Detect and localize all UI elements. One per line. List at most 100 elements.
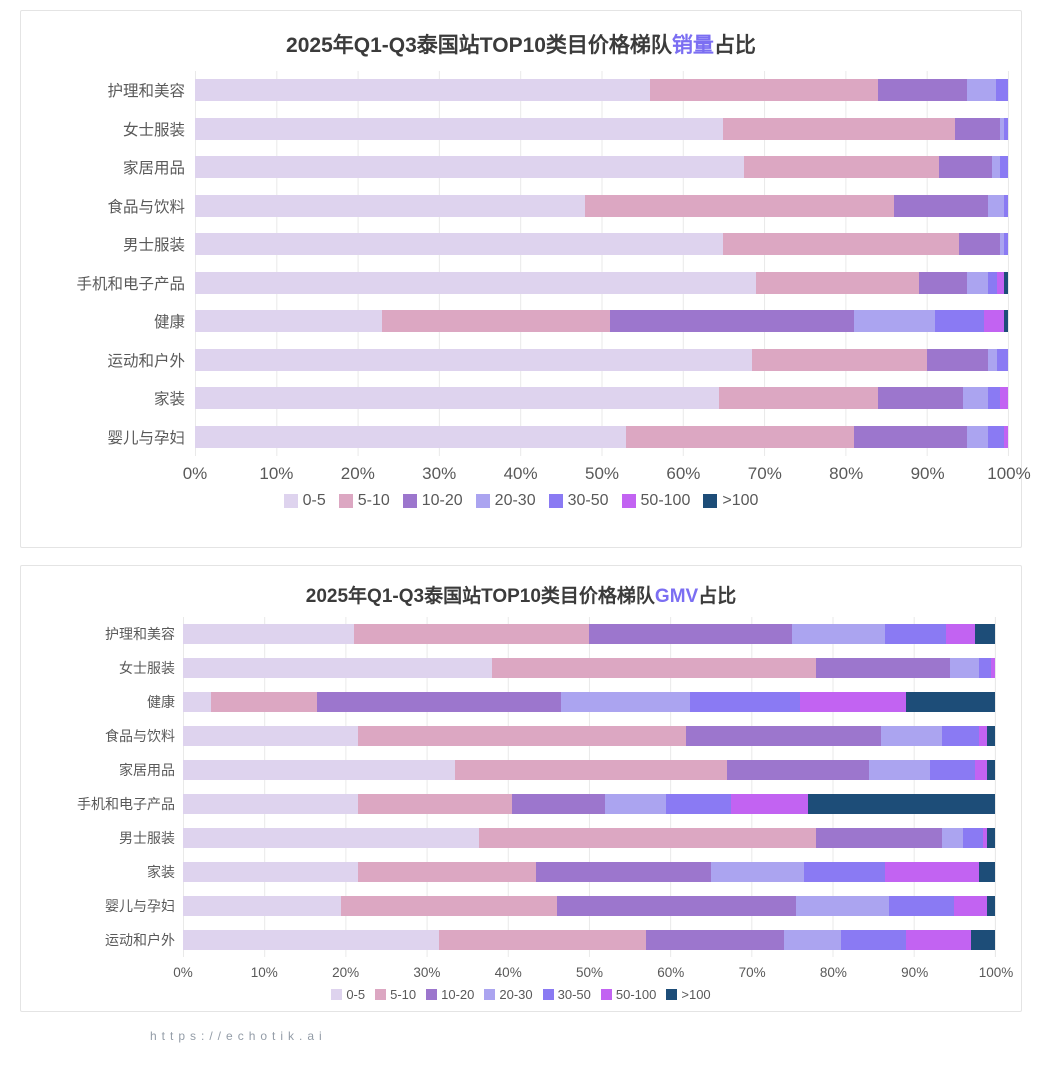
legend-swatch bbox=[542, 989, 554, 1000]
legend-label: 30-50 bbox=[567, 492, 609, 509]
bar-segment-0-5 bbox=[195, 271, 756, 294]
bar-segment->100 bbox=[1003, 310, 1008, 333]
legend-swatch bbox=[331, 989, 343, 1000]
bar-row bbox=[195, 379, 1008, 418]
bars-plot bbox=[183, 617, 996, 957]
bar-row bbox=[183, 617, 995, 651]
category-label: 健康 bbox=[153, 314, 185, 332]
x-tick-label: 50% bbox=[584, 464, 620, 483]
legend-swatch bbox=[475, 494, 490, 508]
bar-segment-30-50 bbox=[690, 692, 801, 712]
category-label: 食品与饮料 bbox=[107, 198, 185, 216]
bar-segment-20-30 bbox=[987, 348, 998, 371]
bar-segment-30-50 bbox=[987, 425, 1004, 448]
bar-segment->100 bbox=[978, 862, 995, 882]
bar-segment-30-50 bbox=[1003, 117, 1008, 140]
legend: 0-5 5-10 10-20 20-30 30-50 50-100 >100 bbox=[21, 987, 1021, 1002]
x-tick-label: 80% bbox=[829, 464, 864, 483]
x-tick-label: 90% bbox=[910, 464, 945, 483]
bar-row bbox=[195, 187, 1008, 226]
category-label: 手机和电子产品 bbox=[76, 275, 185, 293]
category-label: 运动和户外 bbox=[105, 932, 175, 948]
category-label: 婴儿与孕妇 bbox=[105, 898, 175, 914]
bar-segment-50-100 bbox=[954, 896, 987, 916]
bar-segment-10-20 bbox=[955, 117, 1000, 140]
bar bbox=[183, 726, 995, 746]
bar-segment-5-10 bbox=[755, 271, 919, 294]
bar-segment-0-5 bbox=[183, 862, 358, 882]
bar-segment-20-30 bbox=[942, 828, 963, 848]
bar-segment-0-5 bbox=[195, 194, 586, 217]
legend-label: 5-10 bbox=[357, 492, 390, 509]
bar-segment-10-20 bbox=[938, 156, 992, 179]
bar bbox=[183, 930, 995, 950]
bar-segment-20-30 bbox=[560, 692, 691, 712]
bar-segment-20-30 bbox=[991, 156, 1000, 179]
x-tick-label: 60% bbox=[666, 464, 701, 483]
bar-segment-20-30 bbox=[783, 930, 841, 950]
x-tick-label: 10% bbox=[259, 464, 294, 483]
bar-segment-0-5 bbox=[195, 310, 382, 333]
bar bbox=[195, 271, 1008, 294]
bar-segment-0-5 bbox=[195, 117, 724, 140]
bar-segment-0-5 bbox=[183, 794, 358, 814]
x-tick-label: 70% bbox=[747, 464, 782, 483]
legend-label: 20-30 bbox=[499, 987, 533, 1002]
bar-segment-10-20 bbox=[588, 624, 792, 644]
category-label: 男士服装 bbox=[119, 830, 175, 846]
bar-segment-10-20 bbox=[316, 692, 561, 712]
bar-segment-20-30 bbox=[853, 310, 935, 333]
bar-segment-20-30 bbox=[881, 726, 943, 746]
category-label: 婴儿与孕妇 bbox=[107, 429, 185, 447]
bar-segment-20-30 bbox=[963, 387, 988, 410]
legend-item: >100 bbox=[666, 987, 711, 1002]
category-labels-column: 护理和美容 女士服装 健康 食品与饮料 家居用品 手机和电子产品 男士服装 家装 婴儿与孕妇 运动… bbox=[21, 617, 183, 957]
bar-segment-10-20 bbox=[645, 930, 784, 950]
bar-segment-30-50 bbox=[987, 271, 998, 294]
legend-item: 5-10 bbox=[375, 987, 416, 1002]
bar-segment-0-5 bbox=[195, 79, 651, 102]
bar-row bbox=[183, 685, 995, 719]
legend-item: 50-100 bbox=[621, 492, 690, 510]
bar-segment-0-5 bbox=[195, 425, 626, 448]
x-tick-label: 40% bbox=[494, 965, 522, 980]
bar-segment-50-100 bbox=[982, 828, 987, 848]
bar-segment-5-10 bbox=[438, 930, 646, 950]
category-label: 健康 bbox=[147, 694, 175, 710]
legend-item: >100 bbox=[703, 492, 758, 510]
x-tick-label: 100% bbox=[987, 464, 1031, 483]
chart-title-highlight: 销量 bbox=[671, 34, 714, 57]
bar-segment-5-10 bbox=[455, 760, 728, 780]
legend-swatch bbox=[703, 494, 718, 508]
bar-segment-30-50 bbox=[804, 862, 886, 882]
bar bbox=[195, 387, 1008, 410]
bar-segment-5-10 bbox=[353, 624, 589, 644]
bar-segment-5-10 bbox=[743, 156, 939, 179]
bar-segment-5-10 bbox=[751, 348, 927, 371]
bar-row bbox=[195, 225, 1008, 264]
bar bbox=[195, 310, 1008, 333]
legend-label: >100 bbox=[722, 492, 759, 509]
legend-swatch bbox=[283, 494, 298, 508]
bar-segment-20-30 bbox=[950, 658, 979, 678]
legend-label: 0-5 bbox=[302, 492, 326, 509]
bar-segment-0-5 bbox=[195, 348, 752, 371]
category-label: 护理和美容 bbox=[105, 626, 175, 642]
bar-segment-5-10 bbox=[211, 692, 317, 712]
bar-segment-30-50 bbox=[885, 624, 947, 644]
category-label: 运动和户外 bbox=[107, 352, 185, 370]
chart-title: 2025年Q1-Q3泰国站TOP10类目价格梯队GMV占比 bbox=[21, 581, 1021, 608]
bar-segment-20-30 bbox=[967, 79, 996, 102]
bar-segment->100 bbox=[986, 896, 995, 916]
bar-segment-0-5 bbox=[183, 726, 358, 746]
bar-segment-0-5 bbox=[183, 692, 212, 712]
category-labels-column: 护理和美容 女士服装 家居用品 食品与饮料 男士服装 手机和电子产品 健康 运动和户外 家装 婴儿… bbox=[21, 71, 195, 456]
bar-segment->100 bbox=[974, 624, 995, 644]
legend-swatch bbox=[375, 989, 387, 1000]
bar-segment-30-50 bbox=[934, 310, 984, 333]
bar-segment-0-5 bbox=[183, 828, 480, 848]
bar-segment-5-10 bbox=[625, 425, 854, 448]
bar-segment-30-50 bbox=[1003, 194, 1008, 217]
legend-item: 10-20 bbox=[402, 492, 463, 510]
legend-swatch bbox=[484, 989, 496, 1000]
